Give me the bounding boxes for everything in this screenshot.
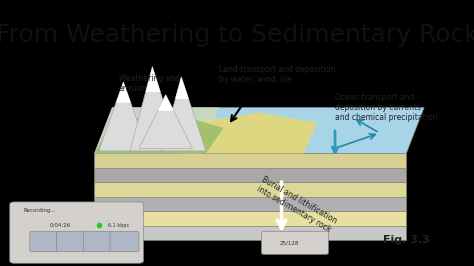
Text: 0:04:26: 0:04:26 (50, 223, 71, 228)
Polygon shape (130, 66, 179, 151)
Text: Fig. 3.3: Fig. 3.3 (383, 235, 430, 245)
Polygon shape (94, 182, 406, 197)
Polygon shape (94, 197, 406, 211)
Polygon shape (139, 95, 192, 148)
Text: Burial and lithification
into sedimentary rock: Burial and lithification into sedimentar… (255, 175, 338, 234)
FancyBboxPatch shape (10, 202, 144, 263)
Polygon shape (161, 77, 206, 151)
FancyBboxPatch shape (262, 231, 328, 254)
FancyBboxPatch shape (110, 231, 139, 252)
Text: Recording...: Recording... (23, 208, 56, 213)
FancyBboxPatch shape (83, 231, 112, 252)
Text: Weathering and
erosion: Weathering and erosion (119, 73, 180, 93)
Text: Ocean transport and
deposition by currents
and chemical precipitation: Ocean transport and deposition by curren… (335, 93, 438, 122)
Text: 25/128: 25/128 (279, 240, 299, 245)
Polygon shape (94, 153, 406, 168)
Polygon shape (94, 107, 424, 153)
Polygon shape (94, 168, 406, 182)
Text: From Weathering to Sedimentary Rock: From Weathering to Sedimentary Rock (0, 23, 474, 47)
Text: 6.1 kbps: 6.1 kbps (108, 223, 128, 228)
FancyBboxPatch shape (56, 231, 85, 252)
Polygon shape (94, 226, 406, 240)
FancyBboxPatch shape (30, 231, 59, 252)
Polygon shape (183, 113, 317, 153)
Polygon shape (94, 211, 406, 226)
Polygon shape (94, 115, 224, 153)
Polygon shape (146, 66, 160, 92)
Polygon shape (116, 82, 131, 103)
Polygon shape (94, 107, 219, 153)
Polygon shape (158, 95, 174, 111)
Polygon shape (99, 82, 148, 151)
Text: Land transport and deposition
by water, wind, ice: Land transport and deposition by water, … (219, 65, 336, 84)
Polygon shape (175, 77, 189, 99)
